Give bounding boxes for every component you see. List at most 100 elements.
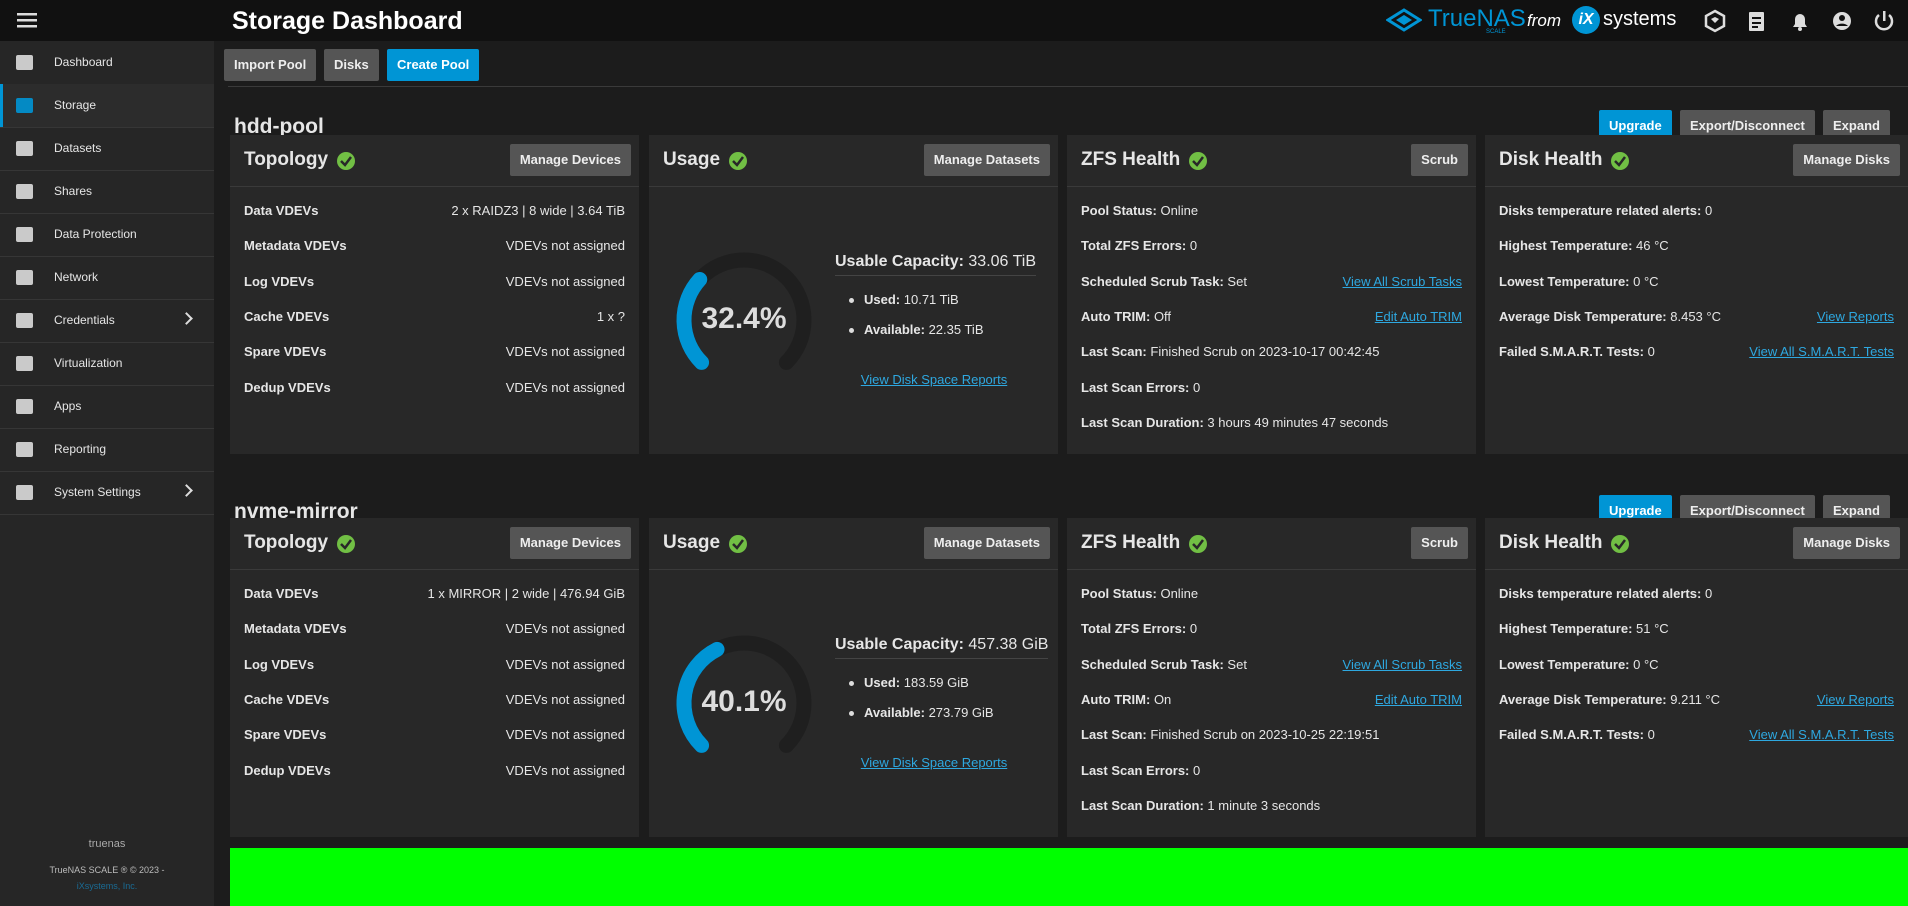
row-label: Last Scan Errors: [1081, 379, 1190, 395]
row-value: 0 [1704, 203, 1713, 218]
nav-item[interactable]: Network [0, 256, 214, 300]
zfs-row: Last Scan Errors: 0 [1081, 378, 1462, 398]
row-label: Disks temperature related alerts: [1499, 203, 1702, 218]
nav-icon [16, 270, 33, 285]
row-label: Failed S.M.A.R.T. Tests: [1499, 727, 1644, 743]
card-button[interactable]: Scrub [1411, 144, 1468, 176]
card-title: Topology [244, 532, 329, 553]
nav-icon [16, 313, 33, 328]
account-icon[interactable] [1833, 12, 1851, 30]
capacity-label: Usable Capacity: [835, 636, 964, 653]
nav-item[interactable]: System Settings [0, 471, 214, 515]
row-value: VDEVs not assigned [505, 691, 625, 707]
disks-row: Lowest Temperature: 0 °C [1499, 272, 1894, 292]
from-text: from [1527, 11, 1561, 30]
toolbar-button[interactable]: Import Pool [224, 49, 317, 81]
card-title: Disk Health [1499, 149, 1603, 170]
available-line: Available: 273.79 GiB [849, 705, 994, 720]
nav-item[interactable]: Credentials [0, 299, 214, 343]
usage-gauge [676, 252, 812, 370]
nav-label: Datasets [54, 141, 102, 155]
nav-item[interactable]: Apps [0, 385, 214, 429]
tasks-icon[interactable] [1749, 12, 1764, 31]
row-label: Highest Temperature: [1499, 238, 1633, 254]
nav-item[interactable]: Reporting [0, 428, 214, 472]
disk-space-link[interactable]: View Disk Space Reports [860, 372, 1008, 387]
disks-row: Failed S.M.A.R.T. Tests: 0 View All S.M.A… [1499, 725, 1894, 745]
disks-row: Disks temperature related alerts: 0 [1499, 584, 1894, 604]
card-button[interactable]: Scrub [1411, 527, 1468, 559]
nav-item[interactable]: Datasets [0, 127, 214, 171]
row-label: Dedup VDEVs [244, 762, 331, 778]
nav-icon [16, 399, 33, 414]
row-value: 3 hours 49 minutes 47 seconds [1207, 414, 1389, 430]
icon-check [732, 539, 744, 550]
disks-card: Disk Health Manage Disks Disks temperature… [1485, 518, 1908, 837]
row-value: On [1153, 691, 1172, 707]
row-link[interactable]: Edit Auto TRIM [1374, 308, 1462, 324]
row-link[interactable]: View All S.M.A.R.T. Tests [1749, 727, 1894, 743]
row-link[interactable]: View All Scrub Tasks [1342, 656, 1462, 672]
jobs-icon[interactable] [1704, 9, 1726, 33]
nav-item[interactable]: Dashboard [0, 41, 214, 85]
nav-label: Credentials [54, 313, 115, 327]
icon-check [1614, 539, 1626, 550]
sidebar: Dashboard Storage Datasets Shares Data Prote… [0, 41, 214, 906]
card-title: ZFS Health [1081, 532, 1181, 553]
available-line: Available: 22.35 TiB [849, 322, 984, 337]
row-link[interactable]: View Reports [1816, 691, 1894, 707]
row-value: 0 [1647, 727, 1655, 743]
row-value: 0 °C [1633, 273, 1659, 289]
card-button[interactable]: Manage Datasets [923, 527, 1050, 559]
separator [228, 86, 1908, 87]
row-value: Set [1227, 273, 1247, 289]
nav-item[interactable]: Data Protection [0, 213, 214, 257]
menu-button[interactable] [17, 12, 37, 28]
row-label: Log VDEVs [244, 273, 315, 289]
disk-space-link[interactable]: View Disk Space Reports [860, 755, 1008, 770]
row-link[interactable]: View All Scrub Tasks [1342, 273, 1462, 289]
card-button[interactable]: Manage Devices [509, 527, 631, 559]
row-value: 2 x RAIDZ3 | 8 wide | 3.64 TiB [451, 203, 625, 218]
main-content: Import Pool Disks Create Pool hdd-pool Expan… [214, 41, 1908, 906]
alerts-icon[interactable] [1793, 14, 1807, 31]
row-label: Scheduled Scrub Task: [1081, 656, 1224, 672]
card-header: Usage Manage Datasets [649, 518, 1058, 570]
nav-label: Storage [54, 98, 97, 112]
row-label: Metadata VDEVs [244, 621, 347, 637]
zfs-row: Last Scan Duration: 3 hours 49 minutes 4… [1081, 413, 1462, 433]
icon-circle [337, 152, 355, 170]
truenas-logo-icon [1386, 8, 1422, 32]
row-link[interactable]: View Reports [1816, 308, 1894, 324]
card-button[interactable]: Manage Datasets [923, 144, 1050, 176]
toolbar-button[interactable]: Create Pool [387, 49, 480, 81]
used-line: Used: 10.71 TiB [849, 292, 959, 307]
card-button[interactable]: Manage Devices [509, 144, 631, 176]
nav-item[interactable]: Storage [0, 84, 214, 128]
used-value: 183.59 GiB [903, 675, 969, 690]
nav-icon [16, 55, 33, 70]
nav-item[interactable]: Virtualization [0, 342, 214, 386]
topology-row: Cache VDEVs 1 x ? [244, 307, 625, 327]
nav-label: Virtualization [54, 356, 123, 370]
topology-row: Cache VDEVs VDEVs not assigned [244, 690, 625, 710]
row-link[interactable]: View All S.M.A.R.T. Tests [1749, 344, 1894, 360]
zfs-row: Last Scan Duration: 1 minute 3 seconds [1081, 796, 1462, 816]
icon-circle [1189, 152, 1207, 170]
zfs-row: Last Scan: Finished Scrub on 2023-10-17 … [1081, 342, 1462, 362]
row-value: Online [1160, 203, 1199, 218]
power-icon[interactable] [1874, 11, 1894, 31]
row-label: Cache VDEVs [244, 691, 330, 707]
status-ok-icon [1189, 535, 1207, 553]
disks-row: Average Disk Temperature: 8.453 °C View R… [1499, 307, 1894, 327]
nav-label: Reporting [54, 442, 107, 456]
row-label: Pool Status: [1081, 203, 1157, 218]
row-label: Auto TRIM: [1081, 691, 1151, 707]
toolbar-button[interactable]: Disks [324, 49, 379, 81]
nav-item[interactable]: Shares [0, 170, 214, 214]
card-button[interactable]: Manage Disks [1793, 527, 1900, 559]
company-link[interactable]: iXsystems, Inc. [76, 881, 138, 891]
card-button[interactable]: Manage Disks [1793, 144, 1900, 176]
row-link[interactable]: Edit Auto TRIM [1374, 691, 1462, 707]
card-title: Usage [663, 149, 721, 170]
